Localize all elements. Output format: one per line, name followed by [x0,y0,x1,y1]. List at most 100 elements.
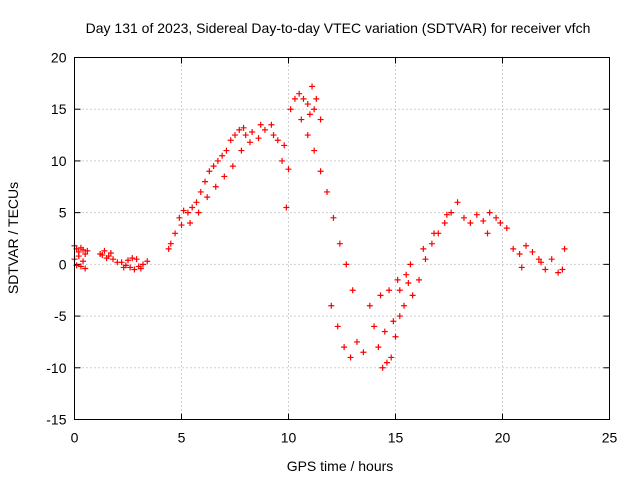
data-point [366,302,373,309]
data-point [392,333,399,340]
data-point [270,132,277,139]
data-point [202,178,209,185]
data-point [180,207,187,214]
data-point [118,259,125,266]
data-point [110,256,117,263]
data-point [390,318,397,325]
data-point [139,261,146,268]
data-point [542,266,549,273]
data-point [80,258,87,265]
data-point [242,132,249,139]
data-point [99,252,106,259]
data-point [283,204,290,211]
data-point [227,137,234,144]
data-point [172,230,179,237]
data-point [503,225,510,232]
data-point [510,245,517,252]
data-point [82,251,89,258]
data-point [473,211,480,218]
data-point [178,222,185,229]
data-point [223,147,230,154]
data-point [448,209,455,216]
data-point [279,157,286,164]
data-point [103,255,110,262]
data-point [523,242,530,249]
data-point [274,137,281,144]
data-point [324,188,331,195]
data-point [535,256,542,263]
data-point [401,302,408,309]
y-tick-label: 20 [51,50,67,66]
data-point [379,364,386,371]
data-point [189,204,196,211]
data-point [516,251,523,258]
data-point [311,106,318,113]
data-point [306,111,313,118]
data-points [71,83,568,371]
data-point [484,230,491,237]
y-tick-label: 0 [59,256,67,272]
data-point [249,128,256,135]
data-point [195,209,202,216]
grid-lines [74,57,610,420]
data-point [255,135,262,142]
data-point [285,166,292,173]
data-point [167,240,174,247]
axis-ticks: 0 5 10 15 20 25 -15 -10 -5 0 5 10 15 20 [46,50,617,446]
data-point [187,219,194,226]
data-point [84,247,91,254]
data-point [127,264,134,271]
data-point [236,126,243,133]
data-point [137,265,144,272]
data-point [428,240,435,247]
data-point [555,269,562,276]
data-point [311,147,318,154]
data-point [405,279,412,286]
data-point [281,142,288,149]
data-point [443,211,450,218]
data-point [343,261,350,268]
data-point [561,245,568,252]
data-point [101,247,108,254]
data-point [493,214,500,221]
data-point [219,152,226,159]
data-point [420,245,427,252]
data-point [431,230,438,237]
data-point [328,302,335,309]
data-point [206,168,213,175]
data-point [480,217,487,224]
data-point [360,349,367,356]
data-point [559,266,566,273]
data-point [120,264,127,271]
data-point [383,359,390,366]
data-point [75,253,82,260]
data-point [309,83,316,90]
data-point [317,168,324,175]
data-point [454,199,461,206]
data-point [375,344,382,351]
data-point [304,101,311,108]
data-point [409,292,416,299]
x-tick-label: 10 [281,430,297,446]
chart-title: Day 131 of 2023, Sidereal Day-to-day VTE… [86,20,591,36]
data-point [407,261,414,268]
data-point [291,95,298,102]
data-point [257,121,264,128]
data-point [422,256,429,263]
data-point [403,271,410,278]
data-point [232,132,238,139]
data-point [313,95,320,102]
data-point [77,263,84,270]
data-point [529,248,536,255]
data-point [396,313,403,320]
data-point [204,194,211,201]
data-point [518,264,525,271]
data-point [371,323,378,330]
data-point [165,245,172,252]
data-point [82,265,89,272]
data-point [497,219,504,226]
y-tick-label: -10 [46,360,66,376]
data-point [460,214,467,221]
x-tick-label: 15 [388,430,404,446]
data-point [353,338,360,345]
